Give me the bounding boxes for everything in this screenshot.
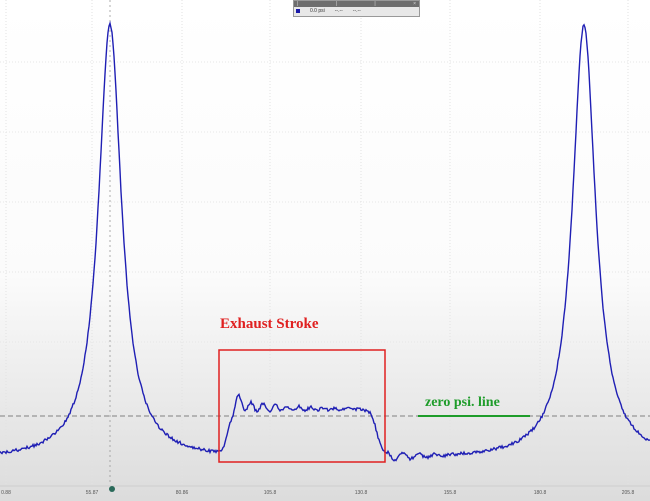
- channel-value: 0.0 psi: [310, 8, 325, 14]
- x-tick: 105.8: [264, 490, 277, 496]
- cursor-handle-icon[interactable]: [109, 486, 115, 492]
- close-icon[interactable]: ×: [413, 1, 416, 7]
- channel-color-icon: [296, 9, 300, 13]
- x-tick: 205.8: [622, 490, 635, 496]
- grid: [0, 0, 650, 486]
- exhaust-stroke-box: [219, 350, 385, 462]
- x-tick: 55.87: [86, 490, 99, 496]
- column-2-value: --.--: [335, 8, 343, 14]
- x-tick: 180.8: [534, 490, 547, 496]
- x-tick: 80.86: [176, 490, 189, 496]
- exhaust-stroke-label: Exhaust Stroke: [220, 316, 319, 333]
- pressure-trace: [0, 23, 650, 461]
- x-tick: 0.88: [1, 490, 11, 496]
- zero-psi-label: zero psi. line: [425, 395, 500, 411]
- measurement-panel: | | | × 0.0 psi --.-- --.--: [293, 0, 420, 17]
- column-3-value: --.--: [353, 8, 361, 14]
- x-tick: 155.8: [444, 490, 457, 496]
- x-tick: 130.8: [355, 490, 368, 496]
